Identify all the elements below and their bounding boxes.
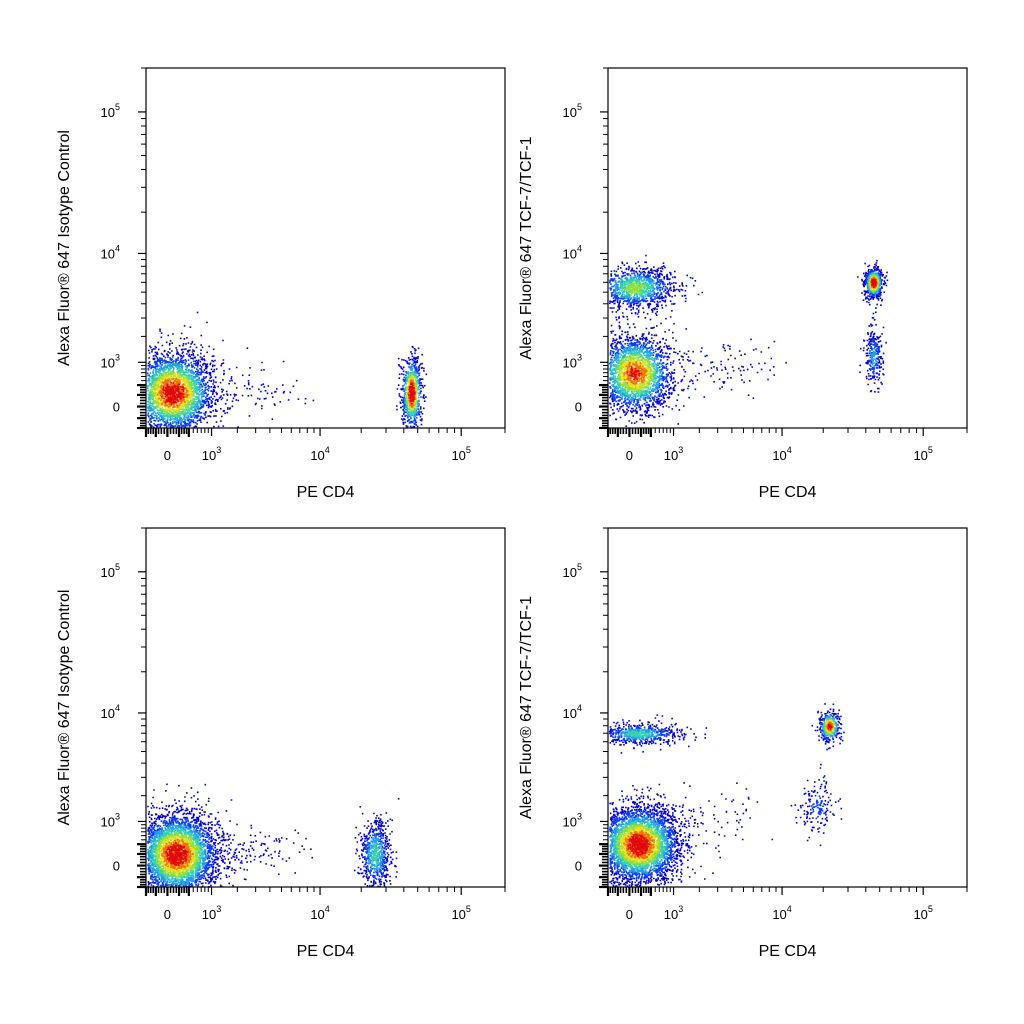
x-tick-label: 103 <box>664 904 683 922</box>
y-tick-label: 104 <box>563 243 582 261</box>
density-layer-0 <box>147 311 428 429</box>
y-tick-label: 0 <box>113 400 120 415</box>
x-axis-label: PE CD4 <box>297 943 355 960</box>
x-tick-label: 105 <box>451 904 470 922</box>
x-tick-label: 105 <box>913 445 932 463</box>
y-tick-label: 103 <box>101 352 120 370</box>
density-layer-7 <box>165 842 189 866</box>
y-tick-label: 104 <box>563 703 582 721</box>
plot-frame <box>145 527 506 888</box>
density-layer-3 <box>612 717 837 870</box>
plot-frame <box>607 67 968 429</box>
y-axis: 0 103 104 105 <box>101 67 146 430</box>
y-tick-label: 103 <box>563 352 582 370</box>
event-dots <box>147 783 400 888</box>
x-tick-label: 104 <box>772 445 791 463</box>
plot-panel-3: 0 103 104 105 PE CD4 0 103 104 105 Alexa Fluor® 6… <box>56 527 506 960</box>
y-tick-label: 105 <box>101 102 120 120</box>
y-tick-label: 0 <box>575 859 582 874</box>
x-tick-label: 0 <box>626 907 633 922</box>
density-layer-0 <box>609 254 889 427</box>
x-tick-label: 104 <box>310 904 329 922</box>
x-axis: 0 103 104 105 <box>606 428 968 463</box>
y-tick-label: 103 <box>101 811 120 829</box>
plot-panel-2: 0 103 104 105 PE CD4 0 103 104 105 Alexa Fluor® 6… <box>518 67 968 501</box>
y-tick-label: 103 <box>563 811 582 829</box>
density-layer-5 <box>154 373 418 412</box>
density-layer-7 <box>626 278 878 381</box>
density-layer-0 <box>147 783 400 888</box>
y-axis-label: Alexa Fluor® 647 TCF-7/TCF-1 <box>518 596 535 819</box>
x-tick-label: 104 <box>772 904 791 922</box>
y-axis-label: Alexa Fluor® 647 Isotype Control <box>56 590 73 826</box>
y-tick-label: 105 <box>101 562 120 580</box>
y-tick-label: 0 <box>575 400 582 415</box>
y-tick-label: 105 <box>563 102 582 120</box>
plot-frame <box>607 527 968 888</box>
y-axis-label: Alexa Fluor® 647 Isotype Control <box>56 130 73 366</box>
x-tick-label: 104 <box>310 445 329 463</box>
plot-panel-1: 0 103 104 105 PE CD4 0 103 104 105 Alexa Fluor® 6… <box>56 67 506 501</box>
x-tick-label: 105 <box>451 445 470 463</box>
x-tick-label: 103 <box>202 904 221 922</box>
y-axis: 0 103 104 105 <box>101 527 146 889</box>
density-layer-2 <box>609 714 838 874</box>
y-tick-label: 105 <box>563 562 582 580</box>
density-layer-5 <box>157 835 196 875</box>
plot-panel-4: 0 103 104 105 PE CD4 0 103 104 105 Alexa Fluor® 6… <box>518 527 968 960</box>
y-tick-label: 104 <box>101 703 120 721</box>
x-tick-label: 0 <box>164 448 171 463</box>
y-axis-label: Alexa Fluor® 647 TCF-7/TCF-1 <box>518 136 535 359</box>
x-axis: 0 103 104 105 <box>606 887 968 922</box>
density-layer-1 <box>147 817 387 888</box>
x-tick-label: 105 <box>913 904 932 922</box>
y-axis: 0 103 104 105 <box>563 67 608 430</box>
y-axis: 0 103 104 105 <box>563 527 608 889</box>
y-tick-label: 0 <box>113 859 120 874</box>
x-axis: 0 103 104 105 <box>144 887 506 922</box>
x-tick-label: 103 <box>202 445 221 463</box>
x-axis-label: PE CD4 <box>759 484 817 501</box>
x-axis-label: PE CD4 <box>759 943 817 960</box>
x-axis: 0 103 104 105 <box>144 428 506 463</box>
x-tick-label: 103 <box>664 445 683 463</box>
plot-frame <box>145 67 506 429</box>
density-layer-7 <box>627 723 833 857</box>
x-tick-label: 0 <box>626 448 633 463</box>
event-dots <box>147 311 428 429</box>
y-tick-label: 104 <box>101 243 120 261</box>
event-dots <box>609 703 845 888</box>
x-axis-label: PE CD4 <box>297 484 355 501</box>
event-dots <box>609 254 889 427</box>
x-tick-label: 0 <box>164 907 171 922</box>
